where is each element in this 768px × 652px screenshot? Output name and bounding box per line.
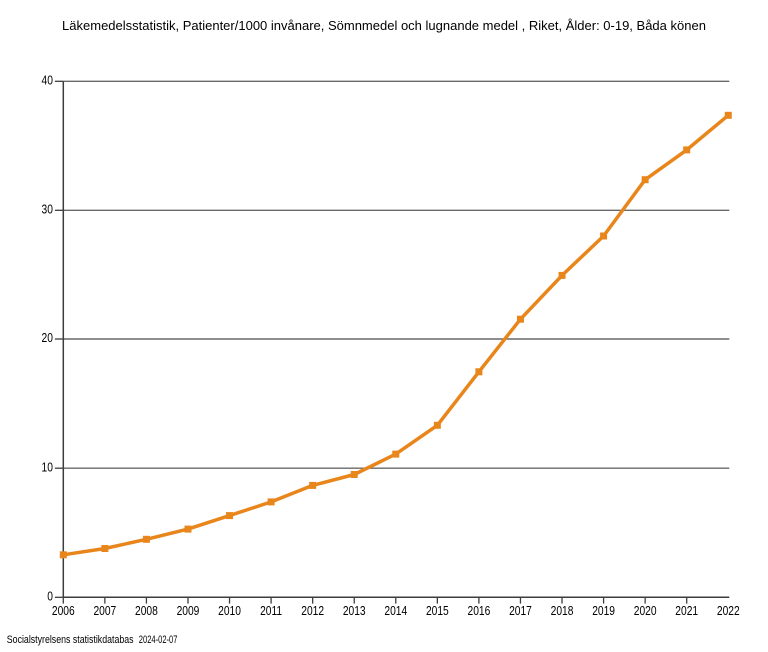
- svg-text:2010: 2010: [218, 605, 241, 618]
- svg-text:2013: 2013: [343, 605, 366, 618]
- svg-text:2017: 2017: [509, 605, 532, 618]
- svg-text:2018: 2018: [551, 605, 574, 618]
- svg-text:40: 40: [41, 75, 52, 88]
- svg-text:Läkemedelsstatistik, Patienter: Läkemedelsstatistik, Patienter/1000 invå…: [62, 18, 706, 33]
- svg-text:2012: 2012: [301, 605, 324, 618]
- svg-text:0: 0: [47, 591, 53, 604]
- svg-text:2022: 2022: [717, 605, 740, 618]
- svg-text:2014: 2014: [384, 605, 407, 618]
- svg-text:2008: 2008: [135, 605, 158, 618]
- svg-text:2015: 2015: [426, 605, 449, 618]
- svg-text:10: 10: [41, 462, 52, 475]
- svg-text:2011: 2011: [260, 605, 282, 618]
- svg-text:2020: 2020: [634, 605, 657, 618]
- svg-text:2021: 2021: [675, 605, 698, 618]
- svg-text:30: 30: [41, 204, 52, 217]
- svg-text:2016: 2016: [468, 605, 491, 618]
- svg-text:2007: 2007: [93, 605, 116, 618]
- svg-text:2024-02-07: 2024-02-07: [139, 634, 178, 646]
- svg-text:2019: 2019: [592, 605, 615, 618]
- svg-text:2009: 2009: [177, 605, 200, 618]
- svg-text:2006: 2006: [52, 605, 75, 618]
- svg-text:Socialstyrelsens statistikdata: Socialstyrelsens statistikdatabas: [7, 634, 134, 646]
- svg-text:20: 20: [41, 332, 52, 345]
